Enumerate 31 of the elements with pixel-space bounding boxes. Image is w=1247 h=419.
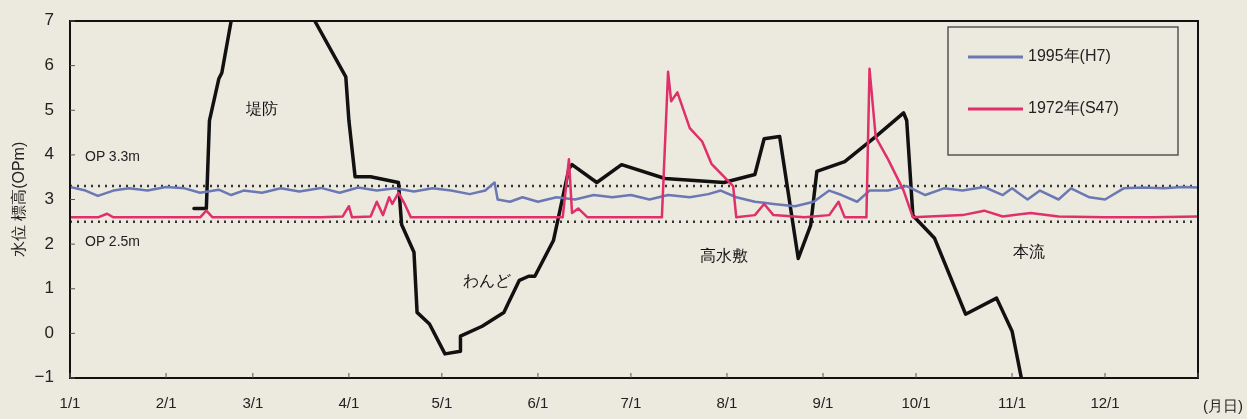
annotation: 堤防 xyxy=(244,100,278,118)
x-tick-label: 3/1 xyxy=(242,394,264,411)
y-tick-label: 1 xyxy=(44,278,54,298)
x-tick-label: 11/1 xyxy=(998,394,1027,411)
x-tick-label: 7/1 xyxy=(620,394,642,411)
annotation: 高水敷 xyxy=(700,246,749,264)
y-tick-label: 6 xyxy=(44,55,54,75)
y-tick-label: 4 xyxy=(44,144,54,164)
legend-label: 1972年(S47) xyxy=(1028,99,1119,117)
y-tick-label: −1 xyxy=(34,367,54,387)
y-tick-label: 5 xyxy=(44,99,54,119)
x-tick-label: 1/1 xyxy=(59,394,81,411)
annotation: わんど xyxy=(463,271,512,289)
x-tick-label: 12/1 xyxy=(1090,394,1120,411)
x-tick-label: 6/1 xyxy=(527,394,549,411)
x-tick-label: 9/1 xyxy=(812,394,834,411)
y-tick-label: 0 xyxy=(44,322,54,342)
ref-line-label: OP 3.3m xyxy=(85,148,140,165)
x-axis-title: (月日) xyxy=(1203,397,1243,414)
ref-line-label: OP 2.5m xyxy=(85,232,140,249)
y-axis-title: 水位 標高(OPm) xyxy=(10,141,27,258)
annotation: 本流 xyxy=(1012,243,1045,261)
x-tick-label: 4/1 xyxy=(338,394,360,411)
y-tick-label: 7 xyxy=(44,10,54,30)
x-tick-label: 8/1 xyxy=(716,394,738,411)
x-tick-label: 10/1 xyxy=(901,394,931,411)
x-tick-label: 2/1 xyxy=(155,394,177,411)
y-tick-label: 2 xyxy=(44,233,54,253)
legend-label: 1995年(H7) xyxy=(1028,47,1111,65)
y-tick-label: 3 xyxy=(44,188,54,208)
x-tick-label: 5/1 xyxy=(431,394,453,411)
